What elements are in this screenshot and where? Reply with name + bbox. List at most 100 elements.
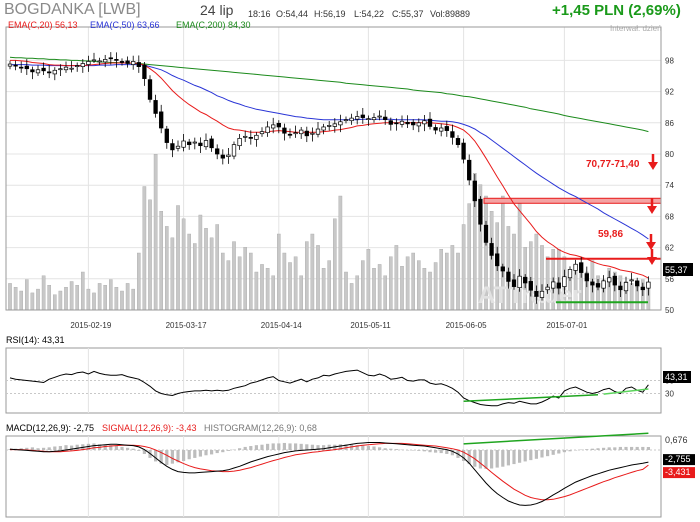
histogram-bar xyxy=(176,450,180,463)
volume-bar xyxy=(248,252,253,311)
histogram-bar xyxy=(478,450,482,469)
interval-label: Interwał: dzień xyxy=(610,24,662,33)
volume-bar xyxy=(450,245,455,311)
macd-trend-line xyxy=(463,432,649,445)
candle-body xyxy=(338,121,343,126)
candle-body xyxy=(640,286,645,291)
histogram-bar xyxy=(226,450,230,451)
volume-bar xyxy=(271,275,276,311)
candle-body xyxy=(506,271,511,282)
price-tick-label: 80 xyxy=(665,150,674,159)
candle-body xyxy=(153,100,158,114)
candle-body xyxy=(215,148,220,155)
histogram-bar xyxy=(372,446,376,450)
histogram-bar xyxy=(635,446,639,450)
candle-body xyxy=(304,130,309,137)
macd-legend: MACD(12,26,9): -2,75 xyxy=(6,423,94,433)
histogram-bar xyxy=(288,443,292,450)
histogram-bar xyxy=(394,449,398,450)
histogram-bar xyxy=(182,450,186,461)
histogram-bar xyxy=(389,448,393,450)
volume-bar xyxy=(30,292,35,311)
candle-body xyxy=(567,269,573,279)
volume-bar xyxy=(344,271,348,311)
histogram-bar xyxy=(378,447,382,450)
histogram-bar xyxy=(271,443,275,450)
candle-body xyxy=(91,59,97,62)
candle-body xyxy=(467,159,472,181)
histogram-bar xyxy=(294,443,298,450)
histogram-bar xyxy=(467,450,471,465)
candle-body xyxy=(371,117,377,121)
histogram-bar xyxy=(154,450,158,462)
histogram-bar xyxy=(310,444,314,450)
candle-body xyxy=(63,66,69,71)
candle-body xyxy=(30,69,35,73)
histogram-bar xyxy=(450,450,454,456)
price-tick-label: 56 xyxy=(665,275,674,284)
price-tick-label: 62 xyxy=(665,244,674,253)
volume-bar xyxy=(176,205,180,311)
candle-body xyxy=(623,282,629,292)
candle-body xyxy=(556,282,561,289)
volume-bar xyxy=(25,279,29,311)
legend-ema20: EMA(C,20) 56,13 xyxy=(8,20,78,30)
candle-body xyxy=(612,275,617,286)
volume-bar xyxy=(108,279,113,311)
candle-body xyxy=(103,59,108,63)
histogram-bar xyxy=(546,450,550,457)
histogram-bar xyxy=(618,446,622,450)
candle-body xyxy=(259,131,265,135)
histogram-bar xyxy=(495,450,499,468)
candle-body xyxy=(416,122,421,127)
volume-bar xyxy=(53,294,57,311)
histogram-bar xyxy=(282,442,286,450)
candle-body xyxy=(601,280,606,289)
volume-bar xyxy=(164,226,169,311)
candle-body xyxy=(584,273,589,282)
price-tick-label: 86 xyxy=(665,119,674,128)
candle-body xyxy=(528,281,533,291)
rsi-trend-line xyxy=(603,388,649,395)
histogram-bar xyxy=(523,450,527,462)
histogram-bar xyxy=(551,450,555,455)
candle-body xyxy=(349,117,354,122)
volume-bar xyxy=(204,228,208,311)
volume-bar xyxy=(75,285,79,311)
volume-bar xyxy=(69,281,74,311)
histogram-bar xyxy=(322,445,326,450)
rsi-current-label: 43,31 xyxy=(665,372,688,382)
histogram-bar xyxy=(400,449,404,451)
arrow-head xyxy=(647,206,657,214)
histogram-bar xyxy=(254,445,258,450)
volume-bar xyxy=(355,275,360,311)
volume-bar xyxy=(405,256,410,311)
candle-body xyxy=(439,127,444,132)
price-tick-label: 68 xyxy=(665,212,674,221)
histogram-bar xyxy=(92,443,96,450)
volume-bar xyxy=(243,247,248,311)
volume-bar xyxy=(333,218,337,311)
candle-body xyxy=(478,198,483,225)
candle-body xyxy=(635,280,640,287)
candle-body xyxy=(47,71,52,74)
candle-body xyxy=(248,137,253,139)
candle-body xyxy=(539,290,545,298)
ema50-line xyxy=(10,64,649,240)
histogram-bar xyxy=(120,446,124,450)
macd-chart: MACD(12,26,9): -2,75 SIGNAL(12,26,9): -3… xyxy=(5,423,695,518)
candle-body xyxy=(119,61,125,63)
candle-body xyxy=(164,128,169,143)
histogram-bar xyxy=(249,446,253,450)
volume-bar xyxy=(58,290,63,311)
price-tick-label: 98 xyxy=(665,56,674,65)
histogram-bar xyxy=(484,450,488,469)
volume-bar xyxy=(310,233,315,311)
histogram-bar xyxy=(646,447,650,450)
histogram-bar xyxy=(590,448,594,450)
candle-body xyxy=(231,144,237,157)
volume-bar xyxy=(349,283,354,311)
volume-bar xyxy=(153,153,158,311)
volume-bar xyxy=(187,233,192,311)
